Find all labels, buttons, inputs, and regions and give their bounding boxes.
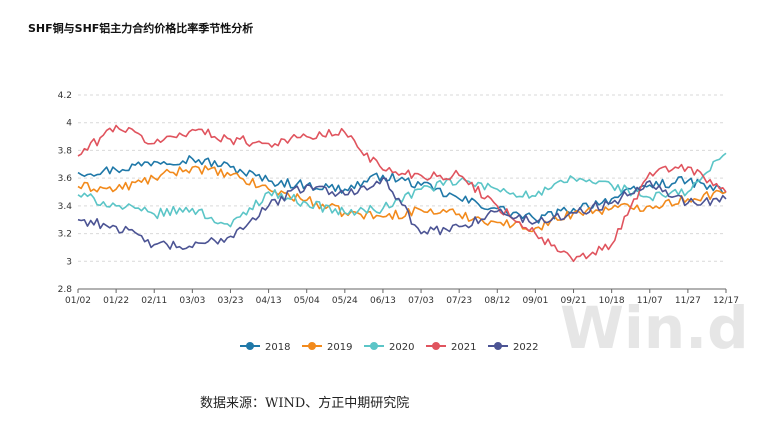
- legend-label: 2018: [265, 342, 290, 353]
- x-tick-label: 10/18: [599, 296, 625, 306]
- x-tick-label: 06/13: [370, 296, 396, 306]
- legend-swatch-marker: [494, 342, 502, 350]
- legend-item-2018[interactable]: 2018: [240, 342, 290, 353]
- y-tick-label: 2.8: [58, 285, 73, 295]
- x-tick-label: 11/27: [675, 296, 701, 306]
- legend-label: 2020: [389, 342, 414, 353]
- x-tick-label: 01/02: [65, 296, 91, 306]
- data-source-note: 数据来源：WIND、方正中期研究院: [200, 396, 410, 411]
- y-tick-label: 4: [66, 119, 72, 129]
- x-tick-label: 04/13: [256, 296, 282, 306]
- y-tick-label: 3.6: [58, 174, 73, 184]
- series-line-2019: [77, 165, 727, 233]
- x-tick-label: 03/23: [218, 296, 244, 306]
- y-axis: 2.8 3 3.2 3.4 3.6 3.8 4 4.2: [58, 91, 73, 295]
- y-tick-label: 3.4: [58, 202, 73, 212]
- x-tick-label: 05/04: [294, 296, 320, 306]
- watermark: Win.d: [560, 294, 749, 362]
- legend-item-2021[interactable]: 2021: [426, 342, 476, 353]
- chart-title: SHF铜与SHF铝主力合约价格比率季节性分析: [28, 22, 254, 35]
- x-tick-label: 03/03: [179, 296, 205, 306]
- legend-item-2022[interactable]: 2022: [488, 342, 538, 353]
- x-tick-label: 09/01: [522, 296, 548, 306]
- y-tick-label: 3.2: [58, 230, 72, 240]
- x-tick-label: 11/07: [637, 296, 663, 306]
- y-tick-label: 3.8: [58, 146, 73, 156]
- legend-label: 2022: [513, 342, 538, 353]
- x-tick-label: 02/11: [141, 296, 167, 306]
- legend-swatch-marker: [308, 342, 316, 350]
- legend-swatch-marker: [370, 342, 378, 350]
- x-tick-label: 12/17: [713, 296, 739, 306]
- x-tick-label: 01/22: [103, 296, 129, 306]
- x-tick-label: 07/23: [446, 296, 472, 306]
- y-tick-label: 4.2: [58, 91, 72, 101]
- legend-swatch-marker: [246, 342, 254, 350]
- x-tick-label: 09/21: [561, 296, 587, 306]
- series-layer: [77, 124, 727, 263]
- legend-label: 2021: [451, 342, 476, 353]
- legend-swatch-marker: [432, 342, 440, 350]
- legend[interactable]: 2018 2019 2020 2021 2022: [240, 342, 538, 353]
- series-line-2020: [77, 152, 727, 228]
- legend-item-2019[interactable]: 2019: [302, 342, 352, 353]
- x-axis: 01/02 01/22 02/11 03/03 03/23 04/13 05/04 05/24…: [65, 288, 739, 306]
- x-tick-label: 05/24: [332, 296, 358, 306]
- series-line-2022: [77, 177, 727, 250]
- x-tick-label: 07/03: [408, 296, 434, 306]
- legend-item-2020[interactable]: 2020: [364, 342, 414, 353]
- series-line-2021: [77, 124, 727, 263]
- x-tick-label: 08/12: [484, 296, 510, 306]
- y-tick-label: 3: [66, 257, 72, 267]
- legend-label: 2019: [327, 342, 352, 353]
- series-line-2018: [77, 155, 727, 224]
